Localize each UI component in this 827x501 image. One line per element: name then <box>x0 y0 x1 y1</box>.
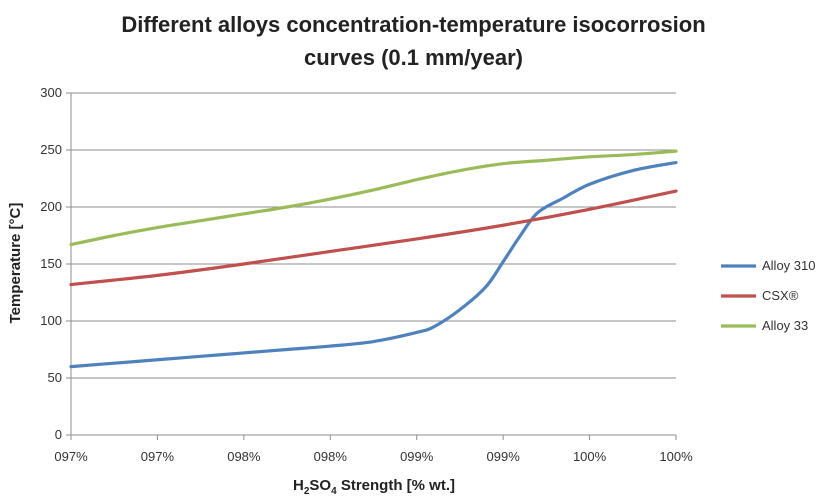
chart-title-line2: curves (0.1 mm/year) <box>304 45 523 70</box>
y-axis-title: Temperature [°C] <box>7 203 24 324</box>
x-tick-label: 098% <box>227 449 261 464</box>
x-tick-label: 099% <box>487 449 521 464</box>
legend-label-csx: CSX® <box>762 288 799 303</box>
x-axis-title-sub1: 2 <box>304 486 310 497</box>
series-line-csx <box>69 189 678 287</box>
chart-title-line1: Different alloys concentration-temperatu… <box>121 12 706 37</box>
y-tick-label: 150 <box>40 256 62 271</box>
y-tick-label: 100 <box>40 313 62 328</box>
series-line-alloy-310 <box>69 160 678 369</box>
y-tick-labels: 0 50 100 150 200 250 300 <box>40 85 62 442</box>
legend: Alloy 310 CSX® Alloy 33 <box>721 258 815 333</box>
x-axis-title-sub2: 4 <box>331 486 337 497</box>
x-tick-labels: 097% 097% 098% 098% 099% 099% 100% 100% <box>54 449 693 464</box>
legend-label-alloy-310: Alloy 310 <box>762 258 815 273</box>
x-axis-title: H2SO4 Strength [% wt.] <box>293 477 455 497</box>
y-tick-label: 50 <box>48 370 62 385</box>
x-tick-label: 098% <box>314 449 348 464</box>
series-lines <box>69 149 678 369</box>
y-tick-label: 300 <box>40 85 62 100</box>
chart-title: Different alloys concentration-temperatu… <box>0 8 827 74</box>
x-tick-label: 100% <box>659 449 693 464</box>
x-tick-label: 097% <box>141 449 175 464</box>
gridlines <box>71 92 676 436</box>
x-tick-label: 097% <box>54 449 88 464</box>
y-tick-label: 250 <box>40 142 62 157</box>
series-line-alloy-33 <box>69 149 678 247</box>
x-axis-title-h: H <box>293 477 304 494</box>
x-axis-title-rest: Strength [% wt.] <box>337 477 455 494</box>
x-tick-label: 100% <box>573 449 607 464</box>
y-tick-label: 0 <box>55 427 62 442</box>
legend-label-alloy-33: Alloy 33 <box>762 318 808 333</box>
y-tick-label: 200 <box>40 199 62 214</box>
axes <box>66 92 677 440</box>
x-axis-title-so: SO <box>309 477 331 494</box>
x-tick-label: 099% <box>400 449 434 464</box>
